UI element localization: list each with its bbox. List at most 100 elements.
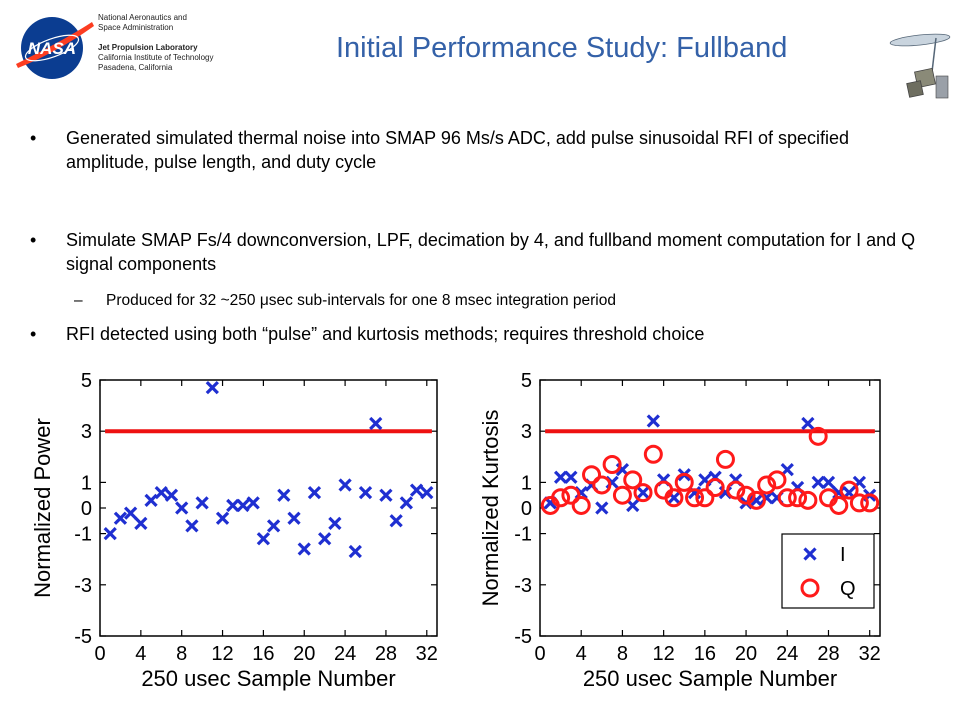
data-point-i (420, 486, 434, 500)
x-axis-label: 250 usec Sample Number (141, 666, 395, 691)
data-point-i (226, 498, 240, 513)
data-point-i-stroke (236, 498, 250, 513)
sub-bullet-text: Produced for 32 ~250 μsec sub-intervals … (106, 292, 616, 309)
data-point-i (318, 532, 332, 546)
bullet-dot: • (30, 128, 37, 148)
y-tick-label: -3 (514, 575, 532, 597)
bullet-text-1: Generated simulated thermal noise into S… (66, 128, 850, 172)
x-tick-label: 0 (534, 643, 545, 665)
data-point-i-stroke (615, 462, 630, 477)
data-point-i (164, 488, 179, 502)
org-line-2: Space Administration (98, 23, 174, 32)
data-point-i (369, 416, 383, 431)
data-point-i-stroke (821, 475, 836, 490)
y-tick-label: -1 (514, 524, 532, 546)
y-tick-label: 0 (521, 498, 532, 520)
data-point-q (726, 480, 746, 500)
data-point-i-stroke (399, 496, 413, 510)
data-point-q (767, 470, 787, 490)
data-point-i (134, 516, 148, 530)
data-point-i-stroke (667, 491, 681, 505)
data-point-i (175, 501, 189, 515)
data-point-i (348, 544, 362, 559)
data-point-q (643, 444, 663, 464)
data-point-i-stroke (226, 498, 240, 513)
data-point-i (113, 511, 128, 525)
data-point-i-stroke (369, 416, 383, 431)
data-point-i-stroke (124, 506, 138, 520)
jpl-line-1: California Institute of Technology (98, 53, 214, 62)
legend-marker-i (803, 547, 817, 561)
x-tick-label: 24 (334, 643, 356, 665)
power-chart: 0 4 8 12 16 20 24 28 32 -5 -3 -1 0 1 3 5 250 usec Sample… (30, 370, 438, 691)
data-point-i-stroke (144, 493, 158, 507)
nasa-logo-text: NASA (28, 39, 76, 58)
data-point-i (185, 519, 199, 533)
data-point-i (646, 414, 660, 428)
y-tick-label: -5 (74, 626, 92, 648)
data-point-i-stroke (626, 498, 640, 513)
data-point-i-stroke (103, 526, 117, 541)
x-tick-label: 20 (735, 643, 757, 665)
data-point-i-stroke (338, 478, 352, 492)
jpl-line-2: Pasadena, California (98, 63, 173, 72)
data-point-i (595, 501, 609, 515)
data-point-i-stroke (328, 516, 342, 530)
data-point-i (338, 478, 352, 492)
bullet-text-3: RFI detected using both “pulse” and kurt… (66, 324, 705, 344)
kurtosis-chart: 0 4 8 12 16 20 24 28 32 -5 -3 -1 0 1 3 5 250 usec Sample… (478, 370, 881, 691)
data-point-i-stroke (134, 516, 148, 530)
data-point-i-stroke (636, 486, 650, 500)
data-point-i-stroke (389, 514, 403, 528)
nasa-logo-icon: NASA (16, 17, 94, 79)
y-tick-label: 5 (81, 370, 92, 392)
legend-marker-q (800, 578, 820, 598)
data-point-q (551, 488, 571, 508)
data-point-i-stroke (646, 414, 660, 428)
data-point-i-stroke (420, 486, 434, 500)
sub-bullet-dash: – (74, 292, 83, 309)
y-tick-label: 1 (521, 472, 532, 494)
data-point-i (205, 381, 219, 395)
data-point-i-stroke (595, 501, 609, 515)
data-point-i (328, 516, 342, 530)
y-axis-label: Normalized Kurtosis (478, 410, 503, 607)
data-point-i (256, 532, 271, 546)
data-point-i-stroke (246, 496, 260, 510)
x-tick-label: 28 (375, 643, 397, 665)
data-point-i (821, 475, 836, 490)
data-point-q (849, 493, 869, 513)
data-point-i (811, 475, 825, 490)
data-point-i (277, 488, 291, 502)
data-point-i (124, 506, 138, 520)
data-point-q (705, 478, 725, 498)
data-point-i (154, 486, 168, 500)
x-tick-label: 16 (694, 643, 716, 665)
data-point-i-stroke (687, 486, 702, 500)
data-point-i-stroke (811, 475, 825, 490)
data-point-i (379, 488, 393, 502)
data-point-q (860, 493, 880, 513)
data-point-q (685, 488, 705, 508)
data-point-q (757, 475, 777, 495)
data-point-q (695, 488, 715, 508)
data-point-i-stroke (113, 511, 128, 525)
y-tick-label: -1 (74, 524, 92, 546)
data-point-i (553, 470, 568, 484)
data-point-i-stroke (318, 532, 332, 546)
organization-info: National Aeronautics and Space Administr… (98, 13, 213, 73)
data-point-i (389, 514, 403, 528)
data-point-q (561, 485, 581, 505)
data-point-i (236, 498, 250, 513)
data-point-q (788, 488, 808, 508)
bullet-dot: • (30, 230, 37, 250)
x-tick-label: 4 (576, 643, 587, 665)
data-point-i (409, 483, 424, 497)
data-point-i (399, 496, 413, 510)
x-tick-label: 20 (293, 643, 315, 665)
smap-satellite-icon (889, 33, 951, 99)
data-point-i-stroke (215, 511, 230, 525)
data-point-i (266, 519, 281, 533)
data-point-q (777, 488, 797, 508)
data-point-q (623, 470, 643, 490)
